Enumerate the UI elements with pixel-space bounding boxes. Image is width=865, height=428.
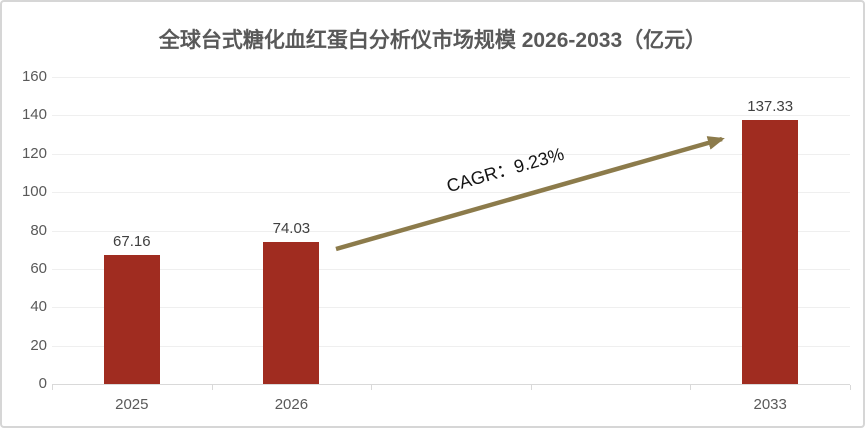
- bar-value-label: 137.33: [747, 98, 794, 116]
- x-axis-tick-mark: [211, 385, 213, 390]
- bar-value-label: 67.16: [113, 233, 151, 251]
- x-axis-category-label: 2026: [274, 396, 309, 413]
- gridline: [52, 115, 850, 117]
- y-axis-tick-label: 120: [21, 144, 47, 162]
- gridline: [52, 153, 850, 155]
- x-axis-tick-mark: [52, 385, 53, 390]
- bar-2033: [742, 120, 799, 384]
- gridline: [52, 307, 850, 309]
- x-axis-category-label: 2033: [753, 396, 787, 413]
- x-axis-tick-mark: [850, 385, 851, 390]
- x-axis-category-label: 2025: [115, 396, 149, 413]
- y-axis-tick-label: 40: [30, 298, 47, 316]
- chart-title: 全球台式糖化血红蛋白分析仪市场规模 2026-2033（亿元）: [158, 29, 707, 52]
- y-axis-tick-label: 100: [21, 183, 47, 201]
- x-axis-tick-mark: [371, 385, 373, 390]
- bar-2025: [103, 255, 160, 384]
- bar-value-label: 74.03: [272, 219, 311, 237]
- gridline: [52, 77, 850, 78]
- cagr-annotation-label: CAGR：9.23%: [444, 143, 567, 197]
- y-axis-tick-label: 60: [30, 259, 47, 277]
- y-axis-tick-label: 140: [21, 106, 47, 124]
- x-axis-tick-mark: [690, 385, 692, 390]
- y-axis-tick-label: 80: [30, 221, 47, 239]
- gridline: [52, 268, 850, 270]
- y-axis-tick-label: 160: [21, 68, 47, 85]
- x-axis-tick-mark: [530, 385, 532, 390]
- x-axis-line: [52, 384, 850, 385]
- gridline: [52, 345, 850, 347]
- y-axis-tick-label: 20: [30, 336, 47, 354]
- gridline: [52, 230, 850, 232]
- bar-2026: [263, 241, 320, 384]
- y-axis-tick-label: 0: [38, 375, 47, 392]
